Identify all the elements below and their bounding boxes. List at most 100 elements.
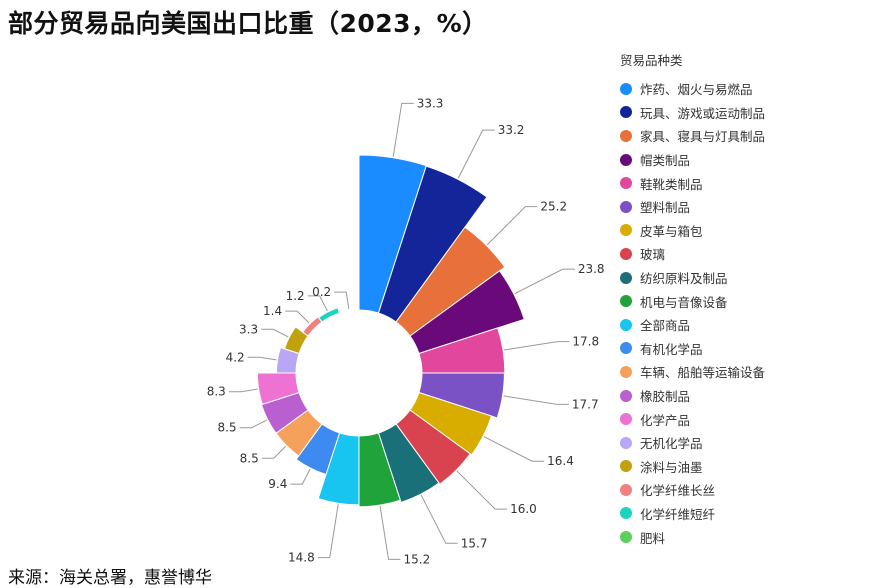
legend-item-13[interactable]: 车辆、船舶等运输设备 bbox=[620, 360, 765, 384]
legend-swatch bbox=[620, 271, 632, 284]
value-label-11: 14.8 bbox=[288, 551, 315, 565]
legend-item-4[interactable]: 帽类制品 bbox=[620, 148, 765, 172]
slice-16 bbox=[275, 346, 300, 374]
legend-swatch bbox=[620, 460, 632, 473]
leader-line-20 bbox=[334, 291, 350, 309]
legend-swatch bbox=[620, 507, 632, 520]
slice-19 bbox=[317, 307, 341, 323]
value-label-13: 8.5 bbox=[240, 451, 259, 465]
legend-label: 化学产品 bbox=[640, 412, 691, 428]
legend-item-2[interactable]: 玩具、游戏或运动制品 bbox=[620, 101, 765, 125]
leader-line-1 bbox=[392, 102, 414, 157]
legend-label: 橡胶制品 bbox=[640, 389, 691, 405]
legend-item-10[interactable]: 机电与音像设备 bbox=[620, 289, 765, 313]
legend-swatch bbox=[620, 247, 632, 260]
legend-label: 有机化学品 bbox=[640, 341, 703, 357]
leader-line-2 bbox=[457, 129, 495, 179]
value-label-14: 8.5 bbox=[217, 421, 236, 435]
legend-label: 皮革与箱包 bbox=[640, 223, 703, 239]
legend-label: 无机化学品 bbox=[640, 436, 703, 452]
leader-lines-group bbox=[228, 102, 575, 560]
legend-label: 机电与音像设备 bbox=[640, 294, 728, 310]
legend-swatch bbox=[620, 365, 632, 378]
leader-line-3 bbox=[486, 206, 538, 246]
legend-label: 纺织原料及制品 bbox=[640, 271, 728, 287]
slice-10 bbox=[358, 432, 401, 508]
slice-20 bbox=[338, 308, 360, 314]
legend-label: 车辆、船舶等运输设备 bbox=[640, 365, 766, 381]
slices-group bbox=[256, 154, 525, 508]
leader-line-9 bbox=[420, 494, 458, 544]
value-label-16: 4.2 bbox=[226, 350, 245, 364]
legend-item-14[interactable]: 橡胶制品 bbox=[620, 384, 765, 408]
leader-line-16 bbox=[247, 356, 277, 361]
leader-line-11 bbox=[317, 504, 339, 559]
legend-swatch bbox=[620, 177, 632, 190]
legend-title: 贸易品种类 bbox=[620, 53, 683, 68]
legend-item-1[interactable]: 炸药、烟火与易燃品 bbox=[620, 77, 765, 101]
value-label-12: 9.4 bbox=[268, 477, 287, 491]
legend-item-9[interactable]: 纺织原料及制品 bbox=[620, 266, 765, 290]
legend: 贸易品种类 炸药、烟火与易燃品 玩具、游戏或运动制品家具、寝具与灯具制品帽类制品鞋… bbox=[620, 50, 765, 549]
legend-label: 全部商品 bbox=[640, 318, 691, 334]
legend-item-17[interactable]: 涂料与油墨 bbox=[620, 455, 765, 479]
slice-14 bbox=[260, 391, 309, 434]
legend-label: 塑料制品 bbox=[640, 200, 691, 216]
leader-line-17 bbox=[261, 328, 289, 338]
slice-6 bbox=[418, 372, 505, 419]
value-label-6: 17.7 bbox=[572, 397, 599, 411]
leader-line-15 bbox=[228, 388, 258, 393]
leader-line-13 bbox=[261, 445, 287, 459]
leader-line-14 bbox=[239, 419, 267, 429]
legend-swatch bbox=[620, 200, 632, 213]
value-label-19: 1.2 bbox=[286, 289, 305, 303]
value-label-5: 17.8 bbox=[572, 335, 599, 349]
slice-12 bbox=[295, 423, 341, 476]
legend-swatch bbox=[620, 436, 632, 449]
value-label-1: 33.3 bbox=[417, 96, 444, 110]
legend-label: 玩具、游戏或运动制品 bbox=[640, 105, 766, 121]
legend-item-20[interactable]: 肥料 bbox=[620, 525, 765, 549]
leader-line-7 bbox=[483, 436, 545, 462]
legend-swatch bbox=[620, 413, 632, 426]
legend-item-7[interactable]: 皮革与箱包 bbox=[620, 219, 765, 243]
value-label-3: 25.2 bbox=[540, 200, 567, 214]
legend-item-3[interactable]: 家具、寝具与灯具制品 bbox=[620, 124, 765, 148]
legend-item-8[interactable]: 玻璃 bbox=[620, 242, 765, 266]
slice-7 bbox=[409, 391, 493, 456]
legend-item-19[interactable]: 化学纤维短纤 bbox=[620, 502, 765, 526]
value-label-2: 33.2 bbox=[498, 123, 525, 137]
legend-item-18[interactable]: 化学纤维长丝 bbox=[620, 478, 765, 502]
legend-item-5[interactable]: 鞋靴类制品 bbox=[620, 171, 765, 195]
leader-line-8 bbox=[456, 470, 508, 510]
legend-label: 帽类制品 bbox=[640, 153, 691, 169]
legend-swatch bbox=[620, 318, 632, 331]
leader-line-6 bbox=[503, 395, 569, 405]
legend-label: 炸药、烟火与易燃品 bbox=[640, 82, 753, 98]
slice-18 bbox=[302, 316, 323, 337]
legend-item-16[interactable]: 无机化学品 bbox=[620, 431, 765, 455]
legend-item-12[interactable]: 有机化学品 bbox=[620, 337, 765, 361]
slice-2 bbox=[377, 165, 488, 323]
legend-item-11[interactable]: 全部商品 bbox=[620, 313, 765, 337]
value-label-15: 8.3 bbox=[207, 385, 226, 399]
chart-title: 部分贸易品向美国出口比重（2023，%） bbox=[8, 9, 488, 38]
legend-swatch bbox=[620, 106, 632, 119]
legend-label: 玻璃 bbox=[640, 247, 666, 263]
legend-swatch bbox=[620, 342, 632, 355]
legend-items: 炸药、烟火与易燃品 玩具、游戏或运动制品家具、寝具与灯具制品帽类制品鞋靴类制品塑料… bbox=[620, 77, 765, 549]
slice-11 bbox=[317, 432, 360, 506]
legend-swatch bbox=[620, 483, 632, 496]
leader-line-10 bbox=[379, 506, 401, 560]
legend-swatch bbox=[620, 153, 632, 166]
value-label-4: 23.8 bbox=[578, 262, 605, 276]
value-labels-group: 33.3 33.2 25.2 23.8 17.8 17.7 16.4 16.0 15.7 15.2… bbox=[207, 96, 605, 566]
value-label-18: 1.4 bbox=[263, 304, 282, 318]
legend-label: 鞋靴类制品 bbox=[640, 176, 703, 192]
leader-line-18 bbox=[285, 310, 310, 324]
legend-item-6[interactable]: 塑料制品 bbox=[620, 195, 765, 219]
legend-label: 涂料与油墨 bbox=[640, 459, 703, 475]
legend-item-15[interactable]: 化学产品 bbox=[620, 407, 765, 431]
source-note: 来源：海关总署，惠誉博华 bbox=[8, 568, 212, 588]
value-label-20: 0.2 bbox=[312, 285, 331, 299]
